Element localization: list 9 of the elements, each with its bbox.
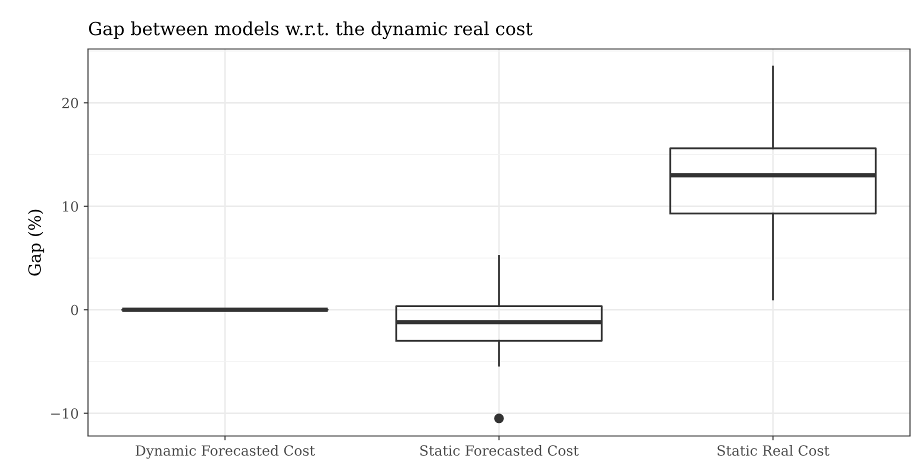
y-tick-label: −10	[51, 408, 78, 419]
x-tick-label: Static Forecasted Cost	[420, 445, 579, 456]
y-tick-label: 0	[71, 304, 78, 316]
chart-title: Gap between models w.r.t. the dynamic real cost	[89, 21, 533, 40]
y-axis-title: Gap (%)	[28, 210, 44, 276]
x-tick-label: Dynamic Forecasted Cost	[136, 445, 315, 459]
y-tick-label: 20	[62, 98, 78, 108]
y-tick-label: 10	[62, 201, 78, 212]
x-tick-label: Static Real Cost	[718, 445, 830, 456]
